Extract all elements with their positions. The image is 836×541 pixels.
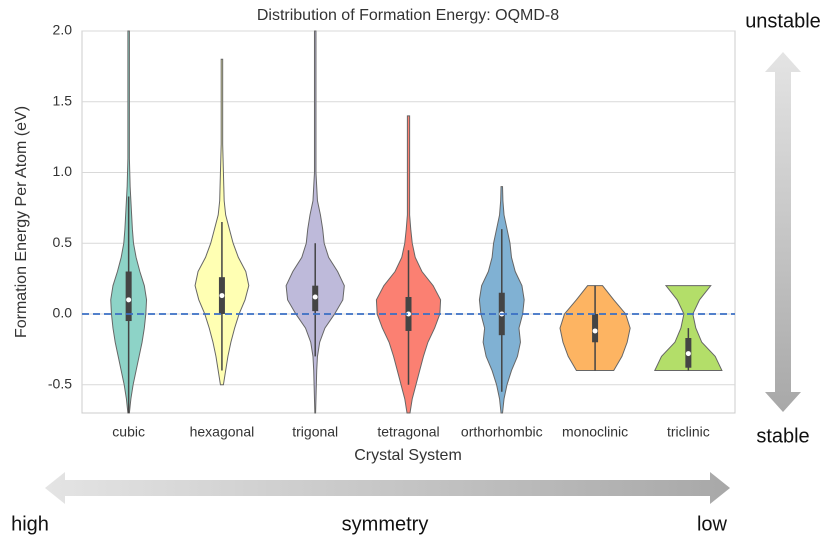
y-tick-label: 1.0 — [53, 163, 73, 179]
y-tick-label: -0.5 — [48, 375, 72, 391]
median — [685, 351, 691, 357]
chart-title: Distribution of Formation Energy: OQMD-8 — [257, 7, 559, 24]
x-tick-label: cubic — [112, 424, 145, 440]
y-tick-label: 2.0 — [53, 22, 73, 38]
stability-arrow — [765, 52, 801, 412]
median — [406, 311, 411, 317]
symmetry-arrow — [45, 472, 730, 504]
x-tick-label: tetragonal — [377, 424, 439, 440]
x-tick-label: monoclinic — [562, 424, 628, 440]
x-tick-label: hexagonal — [190, 424, 255, 440]
x-tick-label: orthorhombic — [461, 424, 543, 440]
x-tick-label: trigonal — [292, 424, 338, 440]
median — [312, 294, 318, 300]
y-axis-title: Formation Energy Per Atom (eV) — [13, 106, 30, 338]
annotation: stable — [756, 425, 809, 447]
annotation: unstable — [745, 10, 821, 32]
violin — [285, 30, 345, 414]
y-tick-label: 1.5 — [53, 92, 73, 108]
violin — [653, 285, 723, 372]
x-axis-title: Crystal System — [354, 447, 462, 464]
y-tick-label: 0.0 — [53, 305, 73, 321]
median — [592, 328, 598, 334]
annotation: symmetry — [342, 513, 429, 535]
box — [125, 271, 132, 322]
y-tick-label: 0.5 — [53, 234, 73, 250]
box — [592, 313, 599, 343]
median — [126, 297, 132, 303]
median — [219, 293, 225, 299]
annotation: high — [11, 513, 49, 535]
x-tick-label: triclinic — [667, 424, 710, 440]
annotation: low — [697, 513, 728, 535]
